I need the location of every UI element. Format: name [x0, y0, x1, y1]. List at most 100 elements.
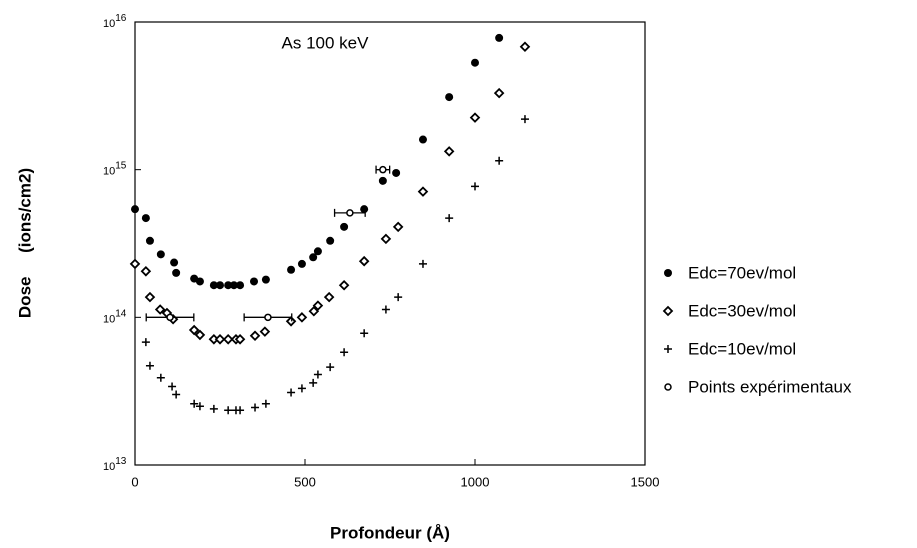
point — [261, 399, 270, 408]
point — [358, 255, 370, 267]
point — [392, 221, 404, 233]
point — [520, 115, 529, 124]
point — [392, 168, 401, 177]
point — [166, 313, 174, 322]
point — [145, 236, 154, 245]
point — [172, 268, 181, 277]
point — [297, 384, 306, 393]
y-tick-exponent: 13 — [115, 456, 127, 467]
point — [236, 406, 245, 415]
y-tick-base: 10 — [103, 166, 115, 178]
point — [170, 258, 179, 267]
point — [194, 329, 206, 341]
point — [418, 135, 427, 144]
point — [417, 186, 429, 197]
point — [418, 259, 427, 268]
legend-label: Edc=70ev/mol — [688, 263, 796, 282]
plot-frame — [134, 21, 646, 466]
point — [285, 316, 297, 327]
point — [471, 182, 479, 191]
point — [141, 214, 150, 223]
point — [287, 388, 296, 397]
point — [296, 312, 308, 323]
point — [309, 253, 318, 262]
legend-marker — [662, 305, 674, 317]
point — [251, 403, 260, 412]
x-tick-label: 1000 — [461, 474, 490, 489]
point — [190, 399, 199, 408]
point — [323, 291, 335, 303]
point — [340, 348, 349, 357]
point — [380, 233, 392, 245]
y-tick-base: 10 — [103, 18, 115, 30]
y-tick-exponent: 14 — [115, 308, 127, 319]
point — [250, 277, 258, 286]
point — [287, 265, 296, 274]
y-tick-base: 10 — [103, 461, 115, 473]
point — [381, 305, 390, 314]
point — [346, 209, 354, 217]
point — [519, 41, 531, 53]
legend-marker — [664, 345, 672, 353]
point — [338, 279, 350, 291]
point — [154, 304, 166, 315]
point — [471, 58, 479, 67]
point — [249, 330, 261, 342]
point — [222, 334, 234, 345]
point — [216, 281, 224, 290]
point — [144, 291, 156, 303]
y-tick-exponent: 16 — [115, 13, 127, 24]
point — [234, 334, 246, 345]
point — [140, 266, 152, 277]
y-tick-exponent: 15 — [115, 160, 127, 171]
legend-marker — [664, 383, 672, 391]
point — [264, 313, 272, 322]
point — [493, 87, 505, 99]
point — [378, 176, 387, 185]
point — [313, 247, 322, 256]
point — [360, 329, 369, 338]
y-tick-label: 1014 — [103, 308, 127, 325]
point — [145, 361, 154, 370]
x-tick-label: 1500 — [631, 474, 660, 489]
y-tick-label: 1013 — [103, 456, 127, 473]
legend-marker — [664, 269, 672, 277]
point — [445, 214, 454, 223]
x-tick-label: 500 — [294, 474, 316, 489]
point — [188, 324, 200, 336]
point — [259, 326, 271, 337]
legend-label: Edc=30ev/mol — [688, 301, 796, 320]
legend-label: Points expérimentaux — [688, 377, 852, 396]
legend-label: Edc=10ev/mol — [688, 339, 796, 358]
point — [168, 382, 177, 391]
point — [495, 33, 504, 42]
x-tick-label: 0 — [131, 474, 138, 489]
point — [443, 146, 455, 157]
point — [360, 205, 369, 214]
point — [261, 275, 270, 284]
point — [156, 373, 165, 382]
point — [297, 259, 306, 268]
point — [312, 300, 324, 311]
y-axis-label: Dose (ions/cm2) — [15, 168, 34, 318]
y-tick-label: 1015 — [103, 160, 127, 177]
point — [224, 281, 233, 290]
point — [172, 390, 181, 399]
point — [495, 156, 504, 165]
x-axis-label: Profondeur (Å) — [330, 523, 450, 542]
chart-title: As 100 keV — [282, 33, 370, 52]
point — [141, 338, 150, 347]
point — [308, 305, 320, 317]
point — [469, 112, 481, 123]
point — [326, 363, 335, 372]
y-tick-label: 1016 — [103, 13, 127, 30]
point — [313, 370, 322, 379]
point — [209, 281, 218, 290]
point — [214, 334, 226, 345]
point — [394, 293, 403, 302]
point — [445, 93, 454, 102]
point — [195, 402, 204, 411]
point — [209, 404, 218, 413]
point — [340, 222, 349, 231]
